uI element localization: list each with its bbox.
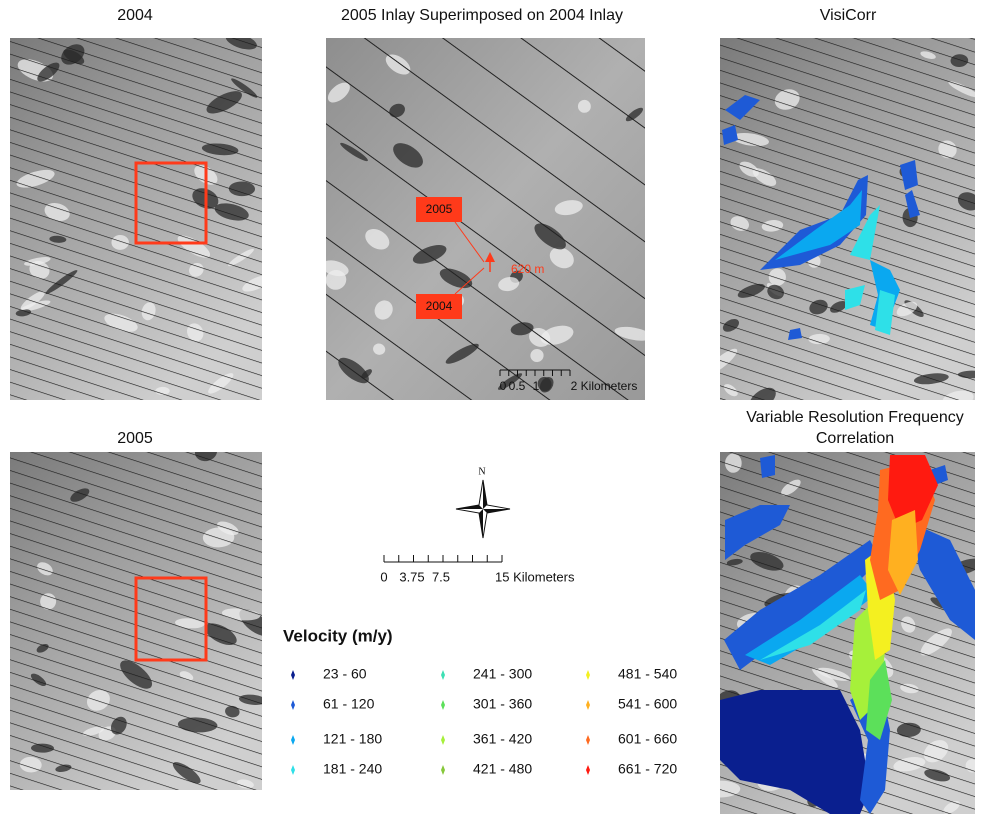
legend-marker: [441, 700, 445, 710]
image-panel: [703, 38, 986, 414]
legend-marker: [291, 700, 295, 710]
velocity-area: [760, 455, 775, 478]
scale-label: 2 Kilometers: [571, 379, 638, 393]
legend-marker: [586, 700, 590, 710]
legend-marker: [586, 735, 590, 745]
legend-label: 181 - 240: [323, 761, 382, 777]
scale-label: 15 Kilometers: [495, 569, 575, 584]
image-panel: [10, 30, 274, 400]
legend-label: 481 - 540: [618, 666, 677, 682]
legend-marker: [291, 765, 295, 775]
scale-label: 3.75: [399, 569, 424, 584]
panel-title: 2005: [117, 430, 153, 447]
panel-title: Correlation: [816, 430, 894, 447]
scale-label: 0: [500, 379, 507, 393]
legend-marker: [441, 735, 445, 745]
inset-label: 2004: [426, 299, 453, 313]
panel-title: VisiCorr: [820, 7, 877, 24]
legend-title: Velocity (m/y): [283, 626, 393, 645]
legend-label: 661 - 720: [618, 761, 677, 777]
panel-title: Variable Resolution Frequency: [746, 409, 964, 426]
inset-label: 2005: [426, 202, 453, 216]
legend-marker: [441, 765, 445, 775]
legend-label: 541 - 600: [618, 696, 677, 712]
legend-marker: [291, 735, 295, 745]
legend-label: 421 - 480: [473, 761, 532, 777]
offset-label: 620 m: [511, 262, 544, 276]
legend-marker: [291, 670, 295, 680]
legend-label: 601 - 660: [618, 731, 677, 747]
scale-label: 0.5: [509, 379, 526, 393]
scale-label: 1: [533, 379, 540, 393]
north-label: N: [478, 466, 485, 477]
image-stripes: [326, 38, 645, 400]
legend-label: 301 - 360: [473, 696, 532, 712]
legend-label: 361 - 420: [473, 731, 532, 747]
legend-label: 23 - 60: [323, 666, 367, 682]
panel-title: 2005 Inlay Superimposed on 2004 Inlay: [341, 7, 623, 24]
scale-label: 7.5: [432, 569, 450, 584]
image-panel: [10, 441, 275, 790]
panel-title: 2004: [117, 7, 153, 24]
image-panel: [701, 452, 985, 814]
image-panel: [320, 38, 654, 400]
legend-marker: [586, 670, 590, 680]
legend-marker: [441, 670, 445, 680]
scale-label: 0: [380, 569, 387, 584]
legend-label: 241 - 300: [473, 666, 532, 682]
legend-label: 61 - 120: [323, 696, 375, 712]
legend-marker: [586, 765, 590, 775]
figure: 2004 2005 Inlay Superimposed on 2004 Inla…: [0, 0, 1003, 814]
legend-label: 121 - 180: [323, 731, 382, 747]
